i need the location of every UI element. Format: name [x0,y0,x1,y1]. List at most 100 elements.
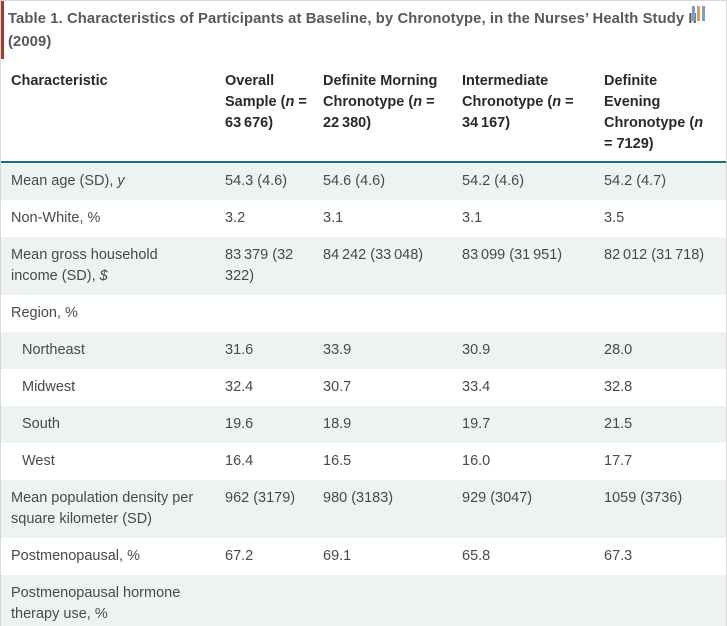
row-label-cell: South [1,406,225,443]
title-accent-bar [1,1,4,59]
value-cell: 84 242 (33 048) [323,247,424,263]
table-row-income: Mean gross household income (SD), $ 83 3… [1,237,726,295]
value-cell [323,575,462,626]
header-text: Intermediate Chronotype ( [462,73,553,110]
col-header-intermediate: Intermediate Chronotype (n = 34 167) [462,59,604,163]
table-row-non-white: Non-White, % 3.2 3.1 3.1 3.5 [1,200,726,237]
header-text: Definite Morning Chronotype ( [323,73,438,110]
value-cell: 3.1 [323,210,344,226]
table-title: Table 1. Characteristics of Participants… [8,11,697,50]
value-cell: 54.2 (4.7) [604,173,667,189]
value-cell: 16.0 [462,453,491,469]
row-label: Postmenopausal, % [11,548,140,564]
value-cell: 3.2 [225,210,246,226]
col-header-definite-morning: Definite Morning Chronotype (n = 22 380) [323,59,462,163]
value-cell [225,295,323,332]
header-text: Overall Sample ( [225,73,286,110]
table-row-northeast: Northeast 31.6 33.9 30.9 28.0 [1,332,726,369]
value-cell: 33.9 [323,342,352,358]
row-label-cell: Mean population density per square kilom… [1,480,225,538]
table-row-region: Region, % [1,295,726,332]
bar-glyph [697,6,700,21]
value-cell: 83 379 (32 322) [225,247,297,284]
row-label: Non-White, % [11,210,101,226]
row-label: Region, % [11,305,78,321]
row-unit: y [117,173,125,189]
value-cell [462,295,604,332]
col-header-overall-sample: Overall Sample (n = 63 676) [225,59,323,163]
header-n-symbol: n [413,94,423,110]
row-label: Midwest [22,379,76,395]
bar-glyph [692,6,695,21]
value-cell [323,295,462,332]
row-label-cell: Mean age (SD), y [1,162,225,200]
col-header-characteristic: Characteristic [1,59,225,163]
value-cell [604,575,726,626]
value-cell: 19.7 [462,416,491,432]
table-row-midwest: Midwest 32.4 30.7 33.4 32.8 [1,369,726,406]
header-text: Definite Evening Chronotype ( [604,73,695,131]
row-label-cell: Non-White, % [1,200,225,237]
value-cell: 82 012 (31 718) [604,247,705,263]
value-cell: 3.5 [604,210,625,226]
value-cell: 28.0 [604,342,633,358]
table-row-postmenopausal: Postmenopausal, % 67.2 69.1 65.8 67.3 [1,538,726,575]
table-row-mean-age: Mean age (SD), y 54.3 (4.6) 54.6 (4.6) 5… [1,162,726,200]
row-label-cell: Mean gross household income (SD), $ [1,237,225,295]
value-cell: 67.2 [225,548,254,564]
table-row-west: West 16.4 16.5 16.0 17.7 [1,443,726,480]
value-cell: 32.8 [604,379,633,395]
value-cell: 980 (3183) [323,490,394,506]
value-cell: 962 (3179) [225,490,296,506]
value-cell [604,295,726,332]
row-label-cell: West [1,443,225,480]
row-label-cell: Northeast [1,332,225,369]
value-cell: 65.8 [462,548,491,564]
row-label-cell: Region, % [1,295,225,332]
value-cell: 33.4 [462,379,491,395]
value-cell: 32.4 [225,379,254,395]
header-row: Characteristic Overall Sample (n = 63 67… [1,59,726,163]
value-cell: 3.1 [462,210,483,226]
value-cell: 54.6 (4.6) [323,173,386,189]
value-cell: 929 (3047) [462,490,533,506]
value-cell: 69.1 [323,548,352,564]
header-n-symbol: n [552,94,562,110]
value-cell: 30.7 [323,379,352,395]
column-bars-icon[interactable] [692,6,705,21]
row-label-cell: Postmenopausal, % [1,538,225,575]
value-cell: 30.9 [462,342,491,358]
value-cell: 16.4 [225,453,254,469]
value-cell: 31.6 [225,342,254,358]
header-text: = 63 676) [225,94,307,131]
value-cell [462,575,604,626]
characteristics-table: Characteristic Overall Sample (n = 63 67… [1,59,726,626]
col-header-definite-evening: Definite Evening Chronotype (n = 7129) [604,59,726,163]
row-label: Northeast [22,342,85,358]
bar-glyph [702,6,705,21]
header-n-symbol: n [285,94,295,110]
value-cell: 21.5 [604,416,633,432]
title-block: Table 1. Characteristics of Participants… [1,1,726,59]
value-cell: 17.7 [604,453,633,469]
row-label-cell: Postmenopausal hormone therapy use, % [1,575,225,626]
table-row-south: South 19.6 18.9 19.7 21.5 [1,406,726,443]
header-text: Characteristic [11,73,108,89]
header-text: = 7129) [604,136,654,152]
value-cell: 54.3 (4.6) [225,173,288,189]
row-label: Mean population density per square kilom… [11,490,194,527]
table-row-population-density: Mean population density per square kilom… [1,480,726,538]
row-label: Postmenopausal hormone therapy use, % [11,585,181,622]
value-cell: 83 099 (31 951) [462,247,563,263]
value-cell: 54.2 (4.6) [462,173,525,189]
value-cell: 18.9 [323,416,352,432]
row-label: South [22,416,60,432]
header-text: = 22 380) [323,94,435,131]
value-cell: 67.3 [604,548,633,564]
header-text: = 34 167) [462,94,574,131]
value-cell: 1059 (3736) [604,490,683,506]
row-label: Mean age (SD), [11,173,118,189]
value-cell [225,575,323,626]
row-label: West [22,453,55,469]
